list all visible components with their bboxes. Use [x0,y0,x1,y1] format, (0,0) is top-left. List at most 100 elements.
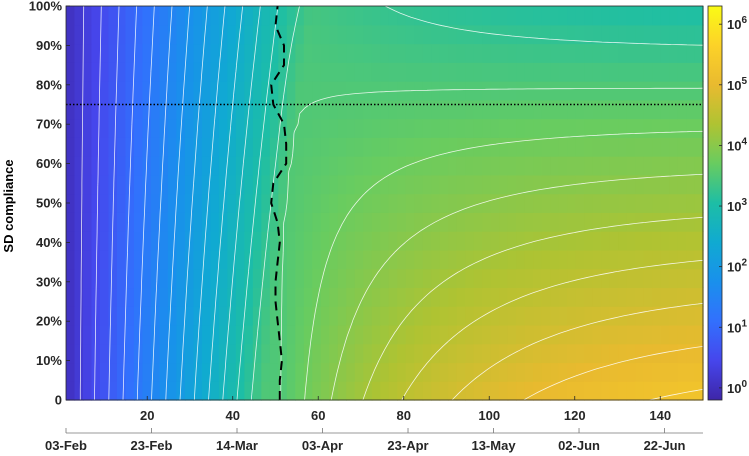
heatmap-cell [363,6,373,26]
heatmap-cell [210,343,220,364]
heatmap-cell [295,81,305,101]
heatmap-cell [227,62,237,82]
heatmap-cell [346,306,356,326]
heatmap-cell [201,137,211,157]
heatmap-cell [507,174,517,195]
heatmap-cell [176,62,186,82]
heatmap-cell [150,118,161,138]
heatmap-cell [380,81,390,101]
heatmap-cell [405,62,415,82]
heatmap-cell [312,24,322,45]
heatmap-cell [193,81,203,101]
heatmap-cell [422,343,432,364]
heatmap-cell [643,231,653,251]
heatmap-cell [303,62,313,82]
heatmap-cell [516,99,526,120]
heatmap-cell [201,287,211,307]
heatmap-cell [371,381,381,401]
heatmap-cell [388,249,398,270]
heatmap-cell [133,287,144,307]
heatmap-cell [541,99,551,120]
heatmap-cell [439,137,449,157]
heatmap-cell [686,43,696,63]
heatmap-cell [592,362,602,382]
heatmap-cell [337,43,347,63]
contour-line [222,5,261,401]
heatmap-cell [337,174,347,195]
heatmap-cell [669,81,679,101]
heatmap-cell [371,156,381,176]
heatmap-cell [686,156,696,176]
heatmap-cell [465,287,475,307]
heatmap-cell [584,381,594,401]
heatmap-cell [320,62,330,82]
heatmap-cell [167,6,178,26]
heatmap-cell [218,212,228,232]
heatmap-cell [405,99,415,120]
heatmap-cell [635,81,645,101]
heatmap-cell [397,231,407,251]
heatmap-cell [176,99,186,120]
heatmap-cell [99,174,110,195]
heatmap-cell [652,99,662,120]
heatmap-cell [363,81,373,101]
heatmap-cell [601,62,611,82]
heatmap-cell [660,174,670,195]
heatmap-cell [635,287,645,307]
heatmap-cell [601,99,611,120]
heatmap-cell [516,343,526,364]
heatmap-cell [643,324,653,345]
heatmap-cell [218,362,228,382]
heatmap-cell [82,212,93,232]
heatmap-cell [125,118,135,138]
heatmap-cell [210,81,220,101]
heatmap-cell [108,118,118,138]
heatmap-cell [125,362,135,382]
heatmap-cell [694,137,704,157]
heatmap-cell [507,362,517,382]
heatmap-cell [210,62,220,82]
heatmap-cell [167,362,178,382]
heatmap-cell [235,362,245,382]
heatmap-cell [184,99,194,120]
heatmap-cell [125,6,135,26]
heatmap-cell [516,231,526,251]
heatmap-cell [686,362,696,382]
heatmap-cell [303,287,313,307]
heatmap-cell [303,362,313,382]
heatmap-cell [601,231,611,251]
heatmap-cell [541,212,551,232]
heatmap-cell [388,287,398,307]
heatmap-cell [541,174,551,195]
heatmap-cell [618,231,628,251]
heatmap-cell [74,24,84,45]
heatmap-cell [609,62,619,82]
heatmap-cell [609,287,619,307]
heatmap-cell [550,324,560,345]
heatmap-cell [66,24,76,45]
heatmap-cell [618,212,628,232]
heatmap-cell [524,62,534,82]
heatmap-cell [371,99,381,120]
heatmap-cell [295,6,305,26]
heatmap-cell [482,306,492,326]
heatmap-cell [167,381,178,401]
heatmap-cell [422,81,432,101]
heatmap-cell [507,118,517,138]
heatmap-cell [567,362,577,382]
heatmap-cell [303,156,313,176]
heatmap-cell [439,212,449,232]
heatmap-cell [660,231,670,251]
heatmap-cell [507,156,517,176]
heatmap-cell [694,193,704,213]
heatmap-cell [91,362,101,382]
heatmap-cell [261,156,271,176]
heatmap-cell [439,43,449,63]
heatmap-cell [176,268,186,289]
heatmap-cell [150,268,161,289]
heatmap-cell [626,212,636,232]
heatmap-cell [473,81,483,101]
heatmap-cell [159,81,169,101]
heatmap-cell [193,324,203,345]
heatmap-cell [278,212,288,232]
